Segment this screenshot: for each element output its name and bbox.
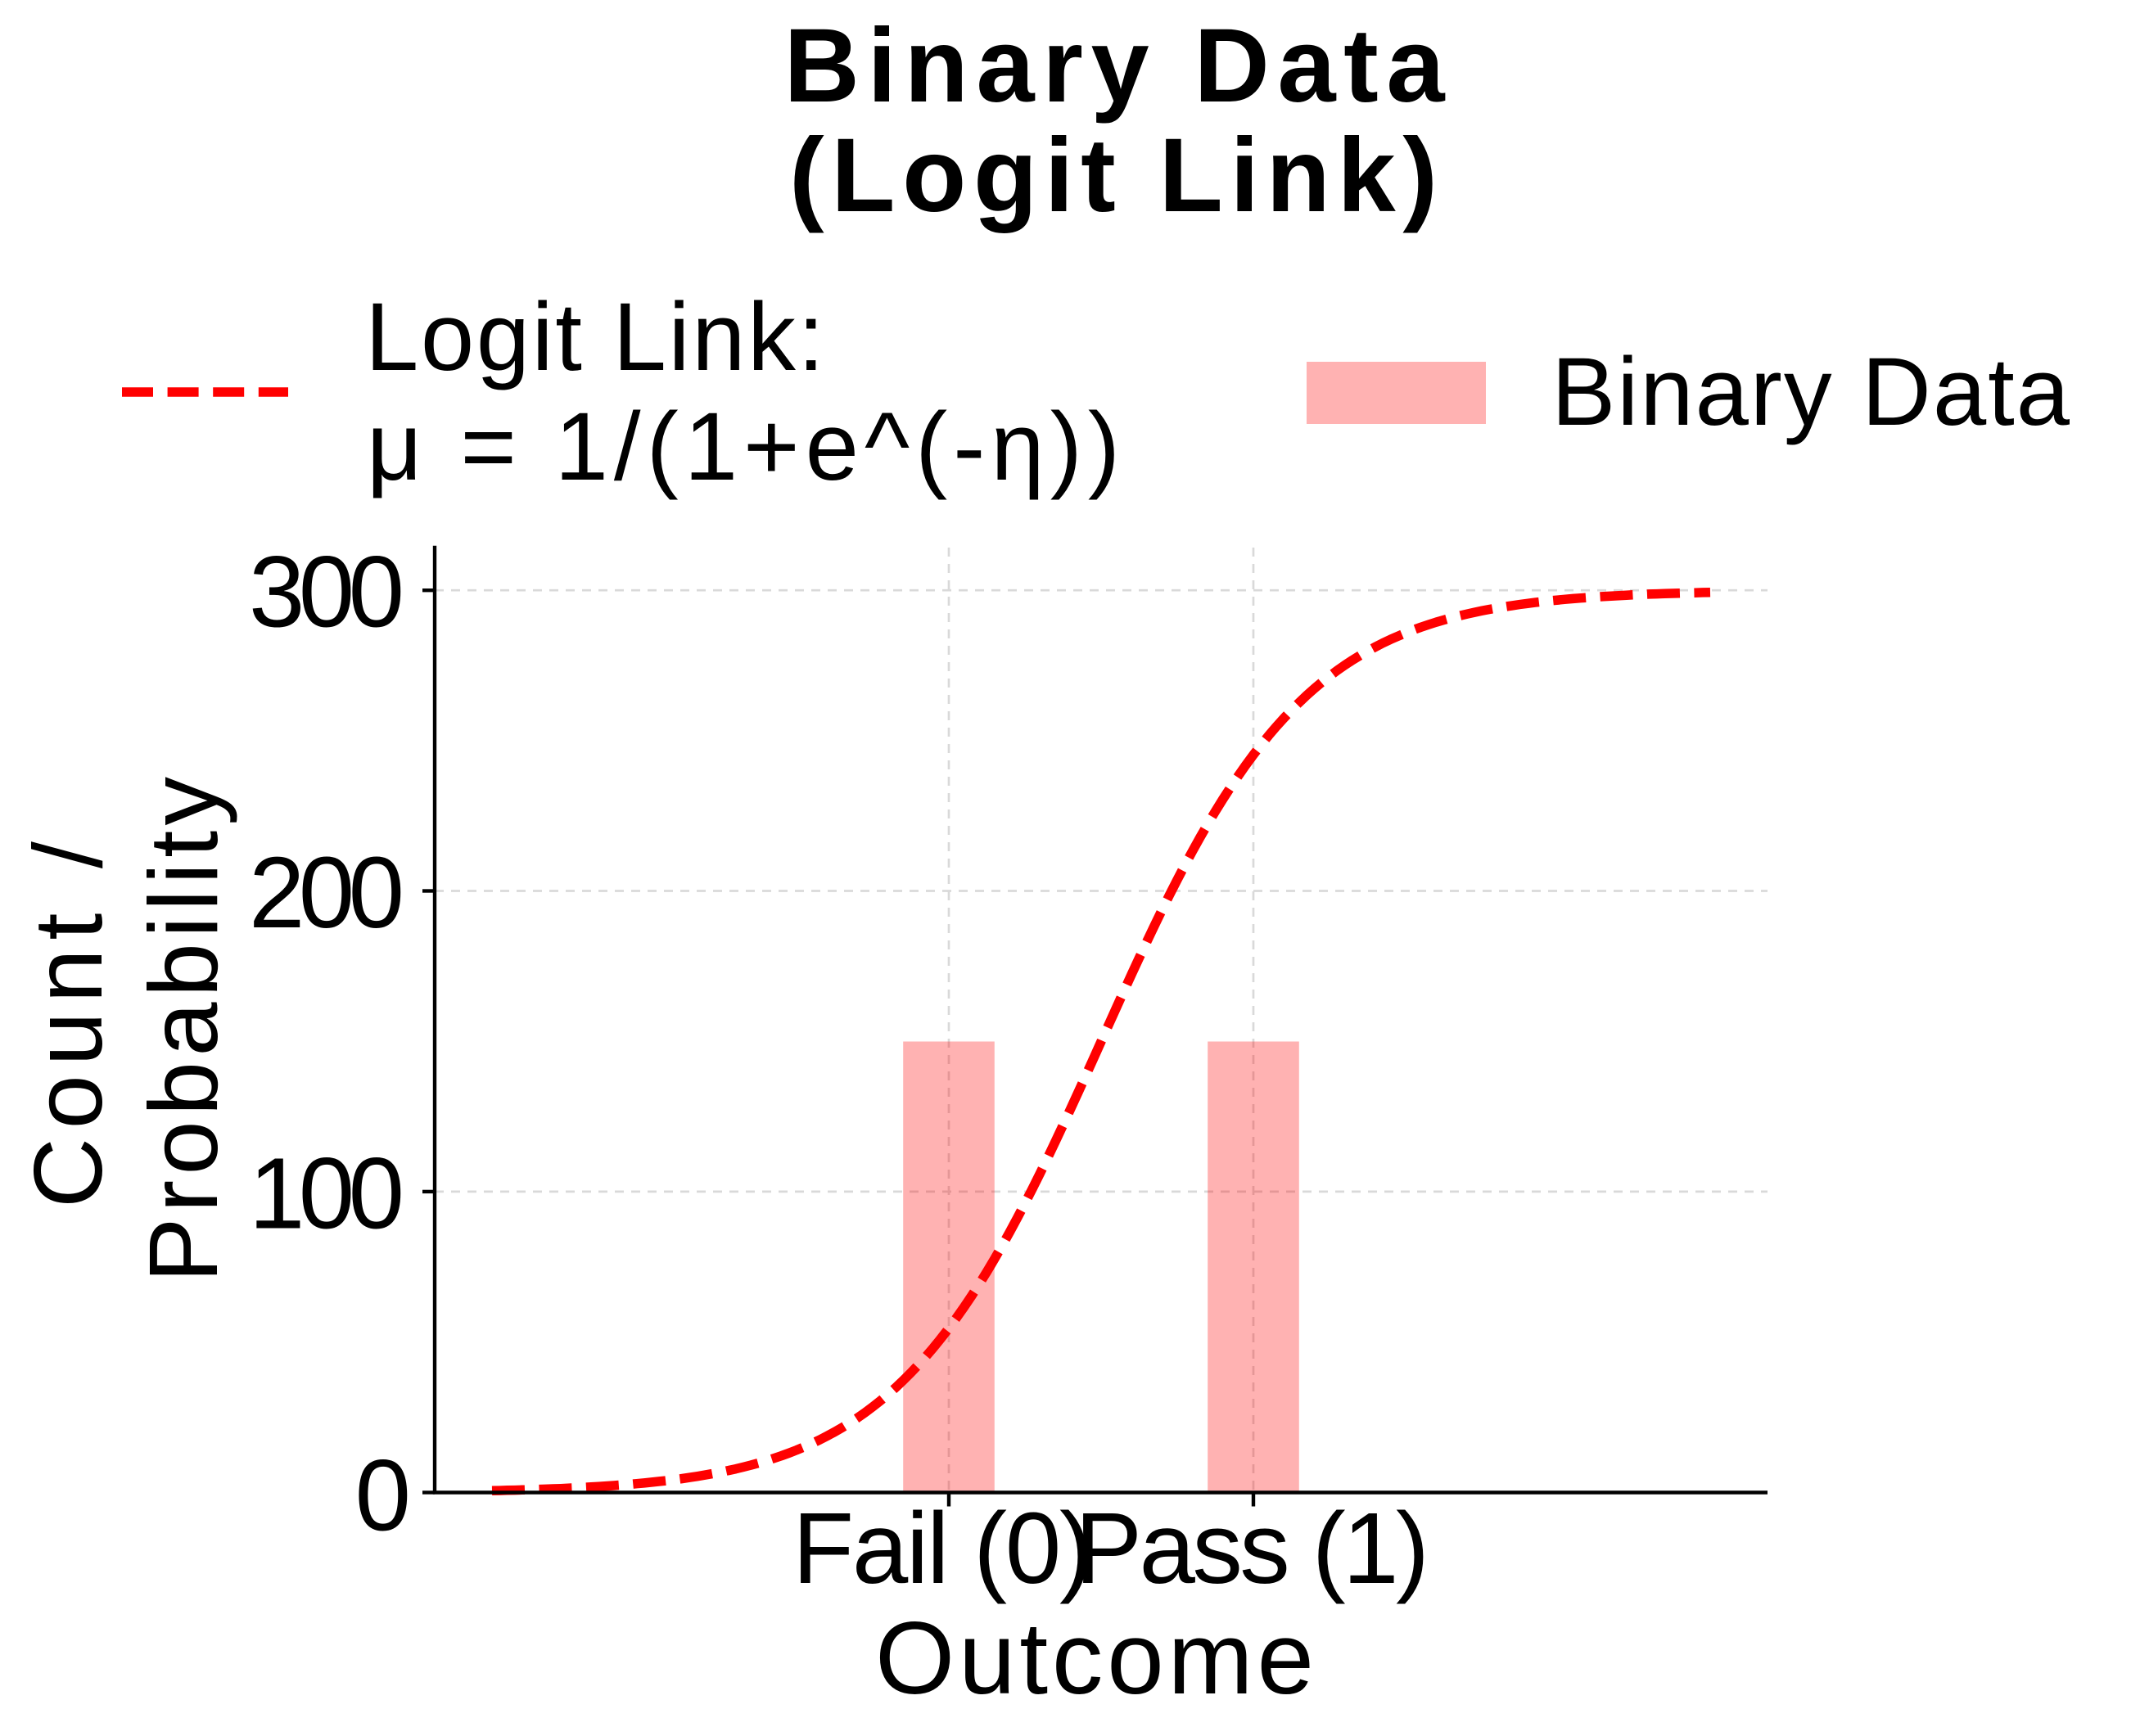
svg-text:Binary Data: Binary Data <box>1551 338 2070 445</box>
svg-text:100: 100 <box>249 1139 404 1251</box>
svg-text:Logit Link:: Logit Link: <box>365 283 824 390</box>
svg-text:(Logit Link): (Logit Link) <box>789 117 1438 234</box>
svg-text:300: 300 <box>249 537 404 649</box>
svg-text:Fail (0): Fail (0) <box>792 1493 1093 1605</box>
svg-text:Count /: Count / <box>14 841 123 1208</box>
svg-text:Probability: Probability <box>129 777 238 1283</box>
svg-text:μ = 1/(1+e^(-η)): μ = 1/(1+e^(-η)) <box>367 393 1120 500</box>
svg-text:0: 0 <box>355 1441 411 1553</box>
svg-text:Outcome: Outcome <box>875 1602 1314 1716</box>
svg-text:Binary Data: Binary Data <box>784 7 1446 124</box>
svg-text:Pass (1): Pass (1) <box>1075 1493 1429 1605</box>
svg-text:200: 200 <box>249 837 404 949</box>
